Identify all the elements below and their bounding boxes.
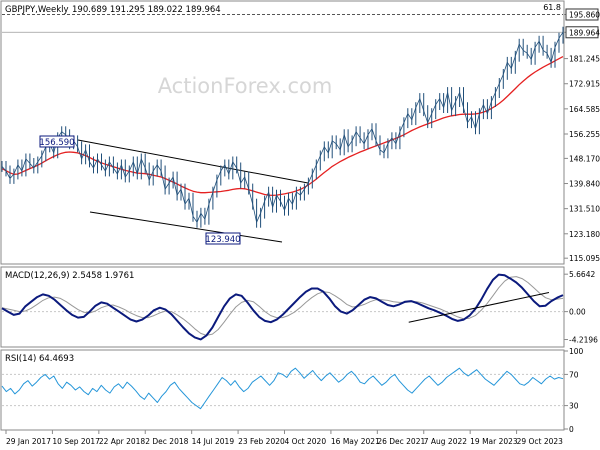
price-ma-path xyxy=(1,56,564,197)
price-axis-tick-box-10 xyxy=(565,8,599,21)
macd-axis-tick-label-2: -4.2196 xyxy=(569,336,598,345)
rsi-axis: 100 70 30 0 xyxy=(564,347,584,434)
macd-trendline xyxy=(408,291,550,323)
time-label-6: 4 Oct 2020 xyxy=(285,437,327,446)
price-axis-tick-box-9 xyxy=(565,26,599,39)
price-panel-frame xyxy=(0,0,565,265)
macd-axis-tick-label-0: 5.6642 xyxy=(569,270,595,279)
rsi-line xyxy=(1,367,564,410)
price-axis-tick-label-6: 164.585 xyxy=(569,105,600,114)
price-axis-tick-label-4: 148.170 xyxy=(569,154,600,163)
channel-lower-line xyxy=(89,211,283,243)
rsi-axis-tick-label-2: 30 xyxy=(569,402,579,411)
rsi-axis-tick-label-0: 100 xyxy=(569,347,584,356)
time-label-10: 19 Mar 2023 xyxy=(470,437,518,446)
rsi-axis-tick-label-1: 70 xyxy=(569,370,579,379)
price-close-path xyxy=(1,31,564,223)
watermark: ActionForex.com xyxy=(158,74,333,98)
price-axis-tick-label-1: 123.180 xyxy=(569,230,600,239)
time-label-11: 29 Oct 2023 xyxy=(517,437,564,446)
annotation-high-label: 156.590 xyxy=(39,138,74,148)
time-label-1: 10 Sep 2017 xyxy=(52,437,100,446)
price-axis-tick-label-3: 139.840 xyxy=(569,180,600,189)
rsi-axis-tick-label-3: 0 xyxy=(569,425,574,434)
price-annotation-low: 123.940 xyxy=(205,232,241,245)
chart-symbol-title: GBPJPY,Weekly xyxy=(5,5,69,15)
time-label-2: 22 Apr 2018 xyxy=(99,437,146,446)
macd-panel-frame xyxy=(0,266,565,348)
price-axis: 115.095 123.180 131.510 139.840 148.170 156.2… xyxy=(564,8,600,263)
time-label-4: 14 Jul 2019 xyxy=(192,437,235,446)
time-label-3: 2 Dec 2018 xyxy=(145,437,188,446)
time-label-9: 7 Aug 2022 xyxy=(424,437,467,446)
price-axis-tick-label-9: 189.964 xyxy=(569,28,600,37)
rsi-title: RSI(14) 64.4693 xyxy=(5,354,74,364)
macd-trendline-path xyxy=(408,291,550,323)
rsi-panel-frame xyxy=(0,349,565,431)
time-label-7: 16 May 2021 xyxy=(331,437,380,446)
rsi-path xyxy=(1,367,564,410)
price-grid xyxy=(2,13,563,33)
macd-title: MACD(12,26,9) 2.5458 1.9761 xyxy=(5,271,134,281)
macd-axis-tick-label-1: 0.00 xyxy=(569,308,586,317)
chart-ohlc-readout: 190.689 191.295 189.022 189.964 xyxy=(72,5,221,15)
corner-fib-label: 61.8 xyxy=(543,3,561,12)
macd-axis: 5.6642 0.00 -4.2196 xyxy=(564,270,598,345)
macd-signal-path xyxy=(1,276,564,336)
time-label-5: 23 Feb 2020 xyxy=(238,437,285,446)
macd-line xyxy=(1,273,564,341)
price-axis-tick-label-5: 156.255 xyxy=(569,130,600,139)
annotation-low-label: 123.940 xyxy=(205,235,240,245)
macd-signal-line xyxy=(1,276,564,336)
price-axis-tick-label-7: 172.915 xyxy=(569,80,600,89)
macd-main-path xyxy=(1,273,564,341)
price-axis-tick-label-8: 181.245 xyxy=(569,55,600,64)
price-axis-tick-label-0: 115.095 xyxy=(569,254,600,263)
price-axis-tick-label-2: 131.510 xyxy=(569,205,600,214)
time-label-0: 29 Jan 2017 xyxy=(6,437,51,446)
price-ma-line xyxy=(1,56,564,197)
price-line xyxy=(1,26,564,228)
channel-upper-line xyxy=(77,139,309,184)
price-axis-tick-label-10: 195.860 xyxy=(569,10,600,19)
time-label-8: 26 Dec 2021 xyxy=(377,437,425,446)
rsi-grid xyxy=(2,373,563,407)
price-channel xyxy=(77,139,309,243)
price-annotation-high: 156.590 xyxy=(39,135,75,148)
